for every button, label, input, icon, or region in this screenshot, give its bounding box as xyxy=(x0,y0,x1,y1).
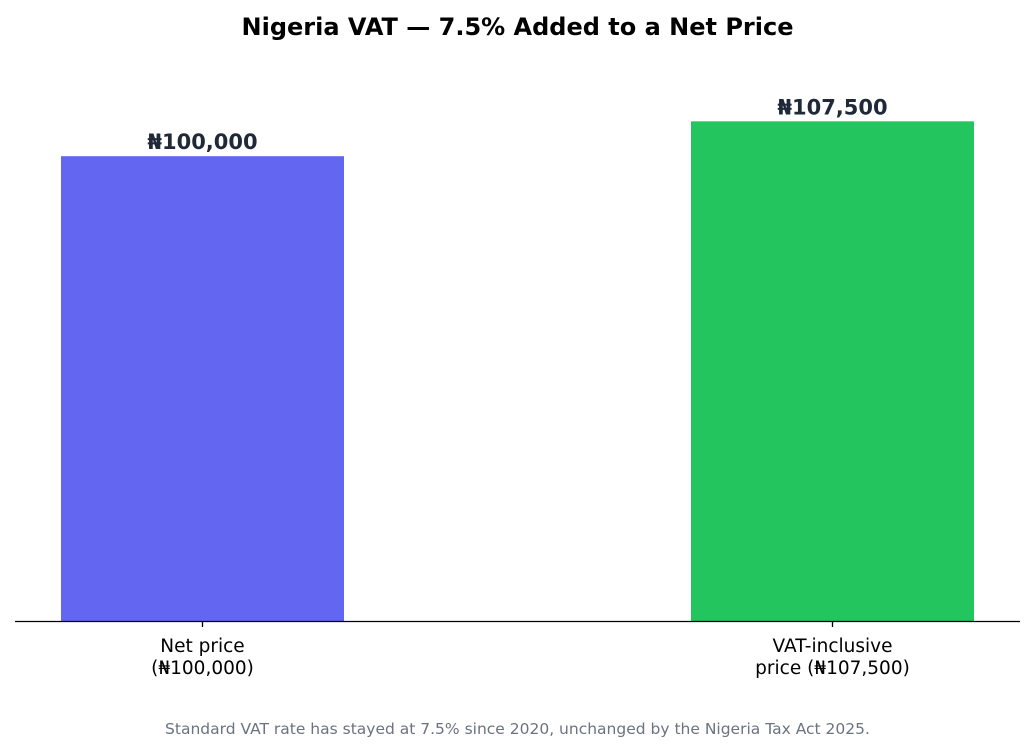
x-tick-label: (₦100,000) xyxy=(151,658,254,679)
bar-value-label: ₦107,500 xyxy=(777,95,887,119)
bars-layer xyxy=(61,121,974,621)
bar-value-label: ₦100,000 xyxy=(147,130,257,154)
x-tick-label: VAT-inclusive xyxy=(773,636,893,657)
bar-1 xyxy=(61,156,344,621)
footnote: Standard VAT rate has stayed at 7.5% sin… xyxy=(165,720,870,738)
x-tick-label: price (₦107,500) xyxy=(755,658,910,679)
x-tick-label: Net price xyxy=(160,636,244,657)
bar-2 xyxy=(691,121,974,621)
value-labels-layer: ₦100,000 ₦107,500 xyxy=(147,95,887,154)
chart-title: Nigeria VAT — 7.5% Added to a Net Price xyxy=(242,13,794,41)
